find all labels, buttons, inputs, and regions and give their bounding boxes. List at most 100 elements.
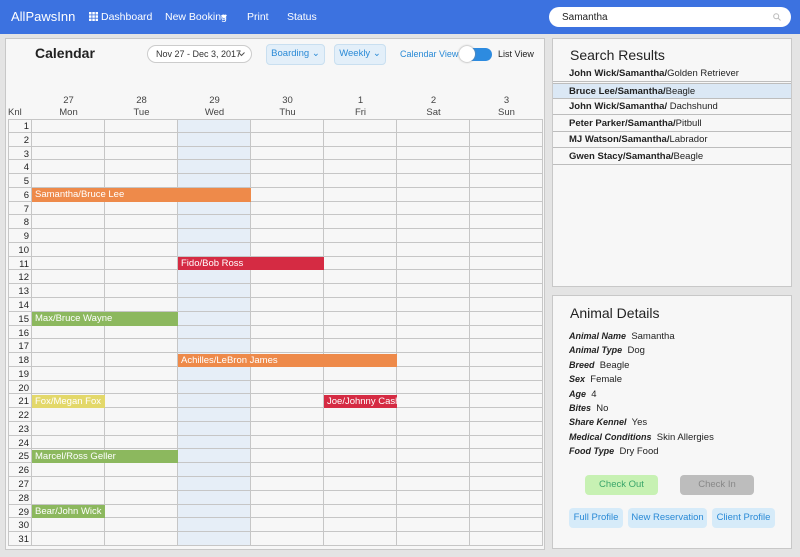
- day-cell[interactable]: [470, 394, 543, 409]
- day-cell[interactable]: [251, 132, 324, 147]
- result-name[interactable]: Peter Parker/Samantha/: [569, 117, 676, 129]
- day-cell[interactable]: [178, 325, 251, 340]
- result-item[interactable]: MJ Watson/Samantha/Labrador: [553, 132, 791, 148]
- day-cell[interactable]: [105, 490, 178, 505]
- day-cell[interactable]: [105, 174, 178, 188]
- day-cell[interactable]: [397, 132, 470, 147]
- nav-item[interactable]: Dashboard: [101, 11, 153, 23]
- day-cell[interactable]: [251, 380, 324, 395]
- day-cell[interactable]: [470, 311, 543, 326]
- day-cell[interactable]: [32, 408, 105, 422]
- day-cell[interactable]: [397, 421, 470, 436]
- day-cell[interactable]: [32, 477, 105, 491]
- day-cell[interactable]: [178, 339, 251, 354]
- day-cell[interactable]: [324, 380, 397, 395]
- day-cell[interactable]: [397, 366, 470, 381]
- period-button[interactable]: Weekly ⌄: [334, 44, 386, 65]
- day-cell[interactable]: [105, 435, 178, 450]
- search-box[interactable]: [549, 7, 791, 27]
- day-cell[interactable]: [251, 284, 324, 298]
- day-cell[interactable]: [32, 242, 105, 257]
- day-cell[interactable]: [251, 270, 324, 285]
- day-cell[interactable]: [251, 463, 324, 478]
- day-cell[interactable]: [397, 435, 470, 450]
- day-cell[interactable]: [324, 215, 397, 230]
- day-cell[interactable]: [470, 518, 543, 533]
- result-name[interactable]: Bruce Lee/Samantha/: [569, 85, 666, 97]
- day-cell[interactable]: [178, 132, 251, 147]
- day-cell[interactable]: [32, 201, 105, 216]
- search-text[interactable]: Samantha: [562, 12, 608, 23]
- day-cell[interactable]: [324, 518, 397, 533]
- day-cell[interactable]: [324, 242, 397, 257]
- booking[interactable]: Marcel/Ross Geller: [32, 449, 178, 464]
- result-breed[interactable]: Golden Retriever: [667, 68, 739, 79]
- day-cell[interactable]: [324, 187, 397, 202]
- day-cell[interactable]: [105, 325, 178, 340]
- day-cell[interactable]: [178, 490, 251, 505]
- day-cell[interactable]: [178, 242, 251, 257]
- day-cell[interactable]: [397, 311, 470, 326]
- day-cell[interactable]: [178, 215, 251, 230]
- day-cell[interactable]: [105, 284, 178, 298]
- result-breed[interactable]: Dachshund: [667, 101, 718, 112]
- day-cell[interactable]: [397, 215, 470, 230]
- day-cell[interactable]: [251, 160, 324, 175]
- day-cell[interactable]: [32, 174, 105, 188]
- day-cell[interactable]: [470, 132, 543, 147]
- day-cell[interactable]: [178, 298, 251, 312]
- day-cell[interactable]: [397, 490, 470, 505]
- day-cell[interactable]: [470, 366, 543, 381]
- day-cell[interactable]: [105, 518, 178, 533]
- day-cell[interactable]: [251, 394, 324, 409]
- day-cell[interactable]: [32, 256, 105, 271]
- day-cell[interactable]: [105, 477, 178, 491]
- day-cell[interactable]: [470, 325, 543, 340]
- day-cell[interactable]: [32, 325, 105, 340]
- day-cell[interactable]: [397, 298, 470, 312]
- day-cell[interactable]: [178, 229, 251, 243]
- day-cell[interactable]: [324, 298, 397, 312]
- day-cell[interactable]: [178, 146, 251, 161]
- day-cell[interactable]: [105, 380, 178, 395]
- day-cell[interactable]: [251, 187, 324, 202]
- day-cell[interactable]: [105, 256, 178, 271]
- day-cell[interactable]: [32, 298, 105, 312]
- day-cell[interactable]: [470, 229, 543, 243]
- day-cell[interactable]: [397, 339, 470, 354]
- day-cell[interactable]: [32, 353, 105, 367]
- day-cell[interactable]: [470, 353, 543, 367]
- day-cell[interactable]: [178, 463, 251, 478]
- day-cell[interactable]: [470, 242, 543, 257]
- day-cell[interactable]: [251, 504, 324, 519]
- day-cell[interactable]: [470, 201, 543, 216]
- day-cell[interactable]: [324, 174, 397, 188]
- day-cell[interactable]: [32, 380, 105, 395]
- day-cell[interactable]: [324, 339, 397, 354]
- day-cell[interactable]: [397, 160, 470, 175]
- day-cell[interactable]: [105, 366, 178, 381]
- day-cell[interactable]: [397, 270, 470, 285]
- day-cell[interactable]: [470, 477, 543, 491]
- day-cell[interactable]: [251, 325, 324, 340]
- result-name[interactable]: Gwen Stacy/Samantha/: [569, 150, 674, 162]
- day-cell[interactable]: [470, 408, 543, 422]
- day-cell[interactable]: [397, 174, 470, 188]
- day-cell[interactable]: [105, 270, 178, 285]
- day-cell[interactable]: [251, 242, 324, 257]
- day-cell[interactable]: [470, 449, 543, 464]
- day-cell[interactable]: [32, 366, 105, 381]
- day-cell[interactable]: [470, 187, 543, 202]
- check-in-button[interactable]: Check In: [680, 475, 754, 495]
- day-cell[interactable]: [324, 146, 397, 161]
- day-cell[interactable]: [32, 215, 105, 230]
- day-cell[interactable]: [397, 518, 470, 533]
- day-cell[interactable]: [251, 311, 324, 326]
- result-name[interactable]: John Wick/Samantha/: [569, 101, 668, 112]
- day-cell[interactable]: [470, 215, 543, 230]
- booking[interactable]: Achilles/LeBron James: [178, 353, 397, 367]
- day-cell[interactable]: [105, 215, 178, 230]
- day-cell[interactable]: [324, 477, 397, 491]
- day-cell[interactable]: [105, 229, 178, 243]
- day-cell[interactable]: [324, 435, 397, 450]
